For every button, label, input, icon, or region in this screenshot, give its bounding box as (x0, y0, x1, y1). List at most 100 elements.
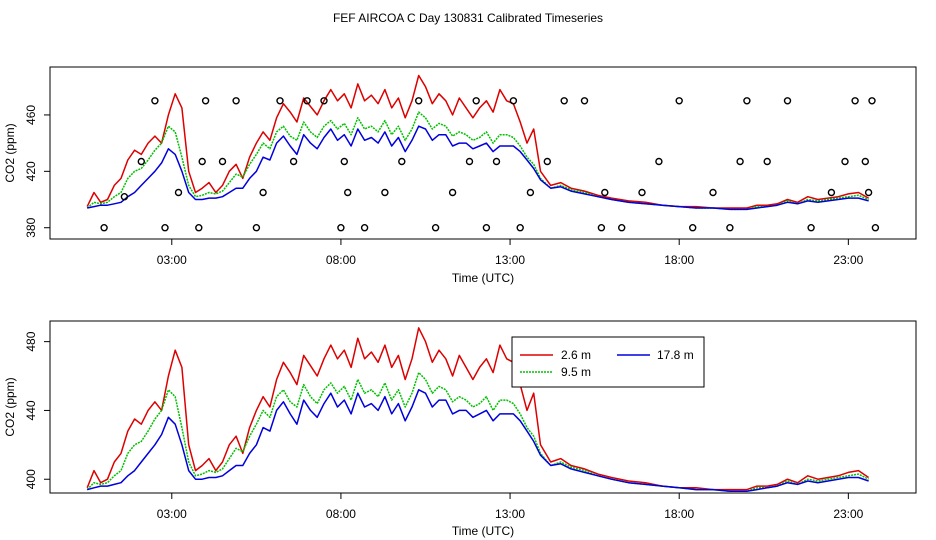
data-point (736, 157, 744, 166)
legend: 2.6 m 17.8 m 9.5 m (511, 336, 705, 388)
data-point (320, 97, 328, 105)
data-point (252, 223, 261, 232)
x-tick-label: 03:00 (157, 507, 187, 521)
data-point (276, 97, 284, 105)
data-point (526, 188, 535, 197)
x-ticks: 03:00 08:00 13:00 18:00 23:00 (157, 493, 864, 521)
data-point (675, 97, 683, 105)
y-tick-label: 480 (24, 331, 38, 351)
y-ticks: 400 440 480 (24, 331, 50, 489)
y-tick-label: 400 (24, 469, 38, 489)
legend-label-2-6m: 2.6 m (561, 348, 591, 362)
data-point (415, 97, 423, 105)
x-tick-label: 08:00 (326, 507, 356, 521)
data-point (232, 97, 240, 105)
data-point (398, 157, 406, 166)
data-point (465, 157, 474, 166)
x-tick-label: 13:00 (495, 507, 525, 521)
data-point (337, 223, 345, 232)
data-point (763, 157, 771, 166)
data-point (303, 97, 311, 105)
data-point (201, 97, 210, 105)
data-point (151, 97, 159, 105)
data-point (709, 188, 717, 197)
series-line-2-6-m (86, 74, 869, 209)
data-point (218, 157, 227, 166)
data-point (861, 157, 869, 166)
data-point (638, 188, 646, 197)
x-tick-label: 03:00 (157, 253, 187, 267)
plot-frame (49, 66, 917, 240)
data-point (689, 223, 697, 232)
x-ticks: 03:00 08:00 13:00 18:00 23:00 (157, 239, 864, 267)
legend-label-17-8m: 17.8 m (657, 348, 694, 362)
data-point (492, 157, 501, 166)
data-point (655, 157, 663, 166)
data-point (340, 157, 348, 166)
data-point (601, 188, 609, 197)
x-axis-label: Time (UTC) (452, 271, 514, 285)
x-tick-label: 23:00 (833, 507, 863, 521)
data-point (137, 157, 146, 166)
x-axis-label: Time (UTC) (452, 524, 514, 538)
data-point (100, 223, 108, 232)
data-point (120, 192, 129, 201)
data-point (726, 223, 734, 232)
x-tick-label: 18:00 (664, 253, 694, 267)
data-point (841, 157, 849, 166)
data-point (195, 223, 203, 232)
data-point (174, 188, 183, 197)
data-point (868, 97, 876, 105)
data-point (482, 223, 491, 232)
data-point (509, 97, 518, 105)
series-line-17-8-m (87, 125, 869, 211)
data-point (472, 97, 480, 105)
series-lines (86, 327, 870, 493)
y-tick-label: 440 (24, 400, 38, 420)
y-tick-label: 420 (24, 161, 38, 181)
x-tick-label: 18:00 (664, 507, 694, 521)
data-point (743, 97, 751, 105)
series-line-2-6-m (86, 327, 870, 491)
data-point (864, 188, 873, 197)
data-point (560, 97, 568, 105)
data-point (516, 223, 524, 232)
data-point (448, 188, 457, 197)
data-point (161, 223, 169, 232)
x-tick-label: 08:00 (326, 253, 356, 267)
data-point (851, 97, 859, 105)
figure-title: FEF AIRCOA C Day 130831 Calibrated Times… (333, 11, 603, 25)
data-point (597, 223, 606, 232)
series-line-9-5-m (86, 371, 869, 493)
data-point (543, 157, 551, 166)
data-point (381, 188, 389, 197)
y-tick-label: 460 (24, 105, 38, 125)
legend-box (511, 336, 705, 388)
panel-top: Time (UTC) CO2 (ppm) 03:00 08:00 13:00 18:0… (3, 66, 917, 285)
y-ticks: 380 420 460 (24, 105, 50, 238)
panel-bottom: Time (UTC) CO2 (ppm) 03:00 08:00 13:00 18:0… (3, 320, 917, 538)
scatter-points (100, 97, 880, 232)
data-point (827, 188, 836, 197)
x-tick-label: 23:00 (833, 253, 863, 267)
y-tick-label: 380 (24, 217, 38, 237)
data-point (807, 223, 815, 232)
series-line-17-8-m (87, 389, 869, 493)
legend-label-9-5m: 9.5 m (561, 365, 591, 379)
plot-frame (49, 320, 917, 494)
data-point (580, 97, 589, 105)
y-axis-label: CO2 (ppm) (3, 123, 17, 182)
data-point (360, 223, 369, 232)
data-point (198, 157, 206, 166)
series-lines (86, 74, 869, 211)
data-point (289, 157, 298, 166)
x-tick-label: 13:00 (495, 253, 525, 267)
data-point (431, 223, 440, 232)
data-point (783, 97, 792, 105)
data-point (259, 188, 267, 197)
y-axis-label: CO2 (ppm) (3, 377, 17, 436)
data-point (871, 223, 880, 232)
data-point (344, 188, 352, 197)
data-point (618, 223, 626, 232)
